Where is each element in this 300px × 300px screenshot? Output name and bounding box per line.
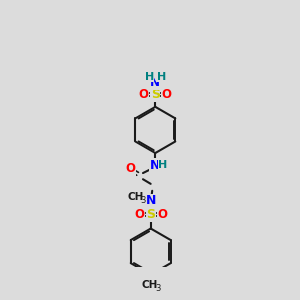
Text: S: S: [146, 208, 155, 221]
Text: O: O: [126, 162, 136, 175]
Text: N: N: [150, 159, 160, 172]
Text: O: O: [162, 88, 172, 101]
Text: N: N: [150, 76, 160, 89]
Text: H: H: [157, 72, 166, 82]
Text: O: O: [134, 208, 144, 221]
Text: 3: 3: [140, 196, 146, 205]
Text: CH: CH: [128, 192, 144, 202]
Text: H: H: [158, 160, 168, 170]
Text: N: N: [146, 194, 156, 207]
Text: CH: CH: [142, 280, 158, 290]
Text: O: O: [139, 88, 149, 101]
Text: O: O: [157, 208, 167, 221]
Text: S: S: [151, 88, 160, 101]
Text: H: H: [145, 72, 154, 82]
Text: 3: 3: [155, 284, 160, 293]
